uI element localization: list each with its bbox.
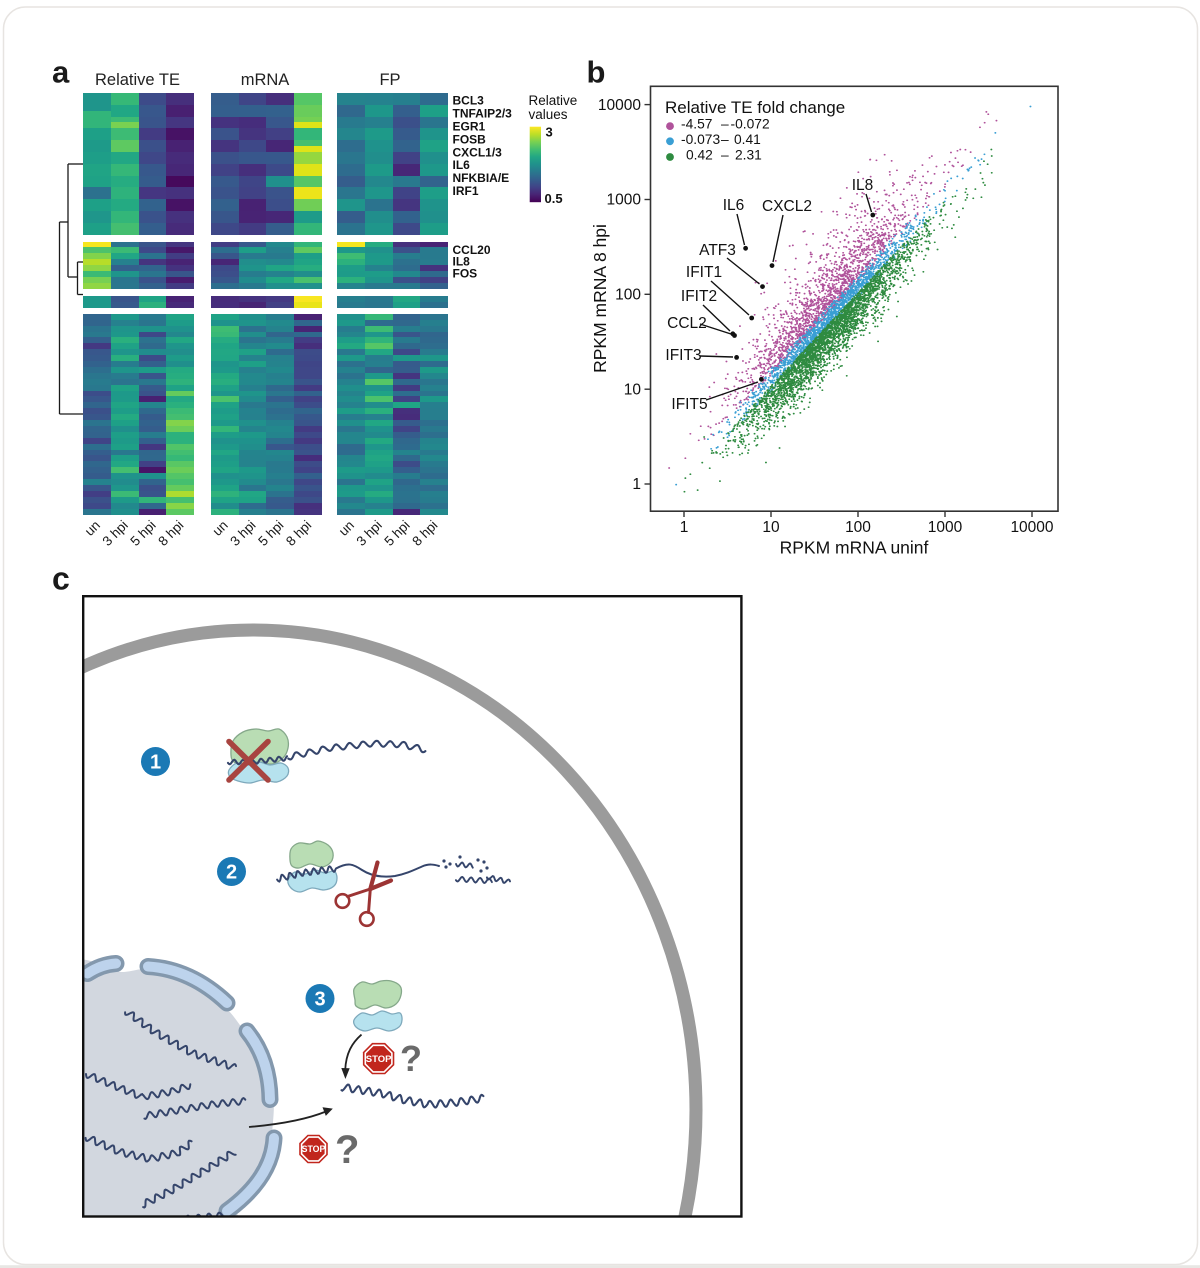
svg-text:IFIT3: IFIT3 [665, 347, 701, 364]
svg-text:–: – [721, 117, 729, 132]
svg-text:3: 3 [546, 125, 553, 140]
svg-text:-4.57: -4.57 [681, 117, 712, 132]
svg-text:b: b [587, 55, 606, 90]
svg-text:-0.072: -0.072 [731, 117, 770, 132]
svg-text:–: – [721, 132, 729, 147]
svg-text:FOSB: FOSB [453, 132, 487, 146]
svg-text:IFIT5: IFIT5 [671, 396, 707, 413]
svg-text:Relative TE: Relative TE [95, 71, 180, 89]
svg-text:FOS: FOS [453, 266, 478, 280]
svg-text:EGR1: EGR1 [453, 120, 486, 134]
svg-text:RPKM mRNA 8 hpi: RPKM mRNA 8 hpi [590, 224, 610, 373]
svg-text:STOP: STOP [366, 1054, 392, 1065]
svg-text:IRF1: IRF1 [453, 184, 479, 198]
svg-text:1: 1 [632, 476, 641, 493]
svg-text:1000: 1000 [607, 192, 642, 209]
svg-text:ATF3: ATF3 [699, 242, 736, 259]
svg-text:1: 1 [150, 752, 161, 774]
svg-text:Relative TE fold change: Relative TE fold change [665, 98, 845, 117]
svg-text:NFKBIA/E: NFKBIA/E [453, 171, 510, 185]
svg-text:–: – [721, 148, 729, 163]
svg-text:mRNA: mRNA [241, 71, 290, 89]
svg-text:10000: 10000 [1010, 519, 1053, 536]
svg-text:100: 100 [615, 287, 641, 304]
svg-text:2.31: 2.31 [735, 148, 762, 163]
svg-text:CCL2: CCL2 [667, 315, 707, 332]
svg-text:1: 1 [680, 519, 689, 536]
svg-text:CXCL2: CXCL2 [762, 198, 812, 215]
svg-text:10: 10 [624, 381, 642, 398]
svg-text:values: values [529, 107, 568, 122]
svg-text:-0.073: -0.073 [681, 132, 720, 147]
svg-text:IL8: IL8 [453, 255, 471, 269]
svg-text:0.41: 0.41 [734, 132, 761, 147]
svg-text:IFIT2: IFIT2 [681, 288, 717, 305]
svg-text:a: a [52, 55, 70, 90]
svg-text:0.5: 0.5 [545, 191, 563, 206]
svg-text:BCL3: BCL3 [453, 94, 485, 108]
svg-text:Relative: Relative [529, 93, 578, 108]
svg-text:TNFAIP2/3: TNFAIP2/3 [453, 107, 513, 121]
svg-text:STOP: STOP [302, 1144, 326, 1154]
svg-text:RPKM mRNA uninf: RPKM mRNA uninf [780, 538, 929, 558]
svg-text:CCL20: CCL20 [453, 243, 491, 257]
svg-text:c: c [52, 561, 70, 597]
svg-text:10000: 10000 [598, 97, 641, 114]
svg-text:IL8: IL8 [852, 177, 874, 194]
svg-text:?: ? [400, 1038, 422, 1079]
svg-text:?: ? [335, 1128, 359, 1172]
svg-text:IL6: IL6 [453, 158, 471, 172]
svg-text:3: 3 [314, 989, 325, 1011]
svg-text:CXCL1/3: CXCL1/3 [453, 145, 503, 159]
svg-text:2: 2 [226, 862, 237, 884]
svg-text:10: 10 [762, 519, 780, 536]
svg-text:1000: 1000 [928, 519, 963, 536]
svg-text:FP: FP [379, 71, 400, 89]
svg-text:0.42: 0.42 [686, 148, 713, 163]
svg-text:IFIT1: IFIT1 [686, 264, 722, 281]
svg-text:100: 100 [845, 519, 871, 536]
svg-text:IL6: IL6 [723, 197, 745, 214]
